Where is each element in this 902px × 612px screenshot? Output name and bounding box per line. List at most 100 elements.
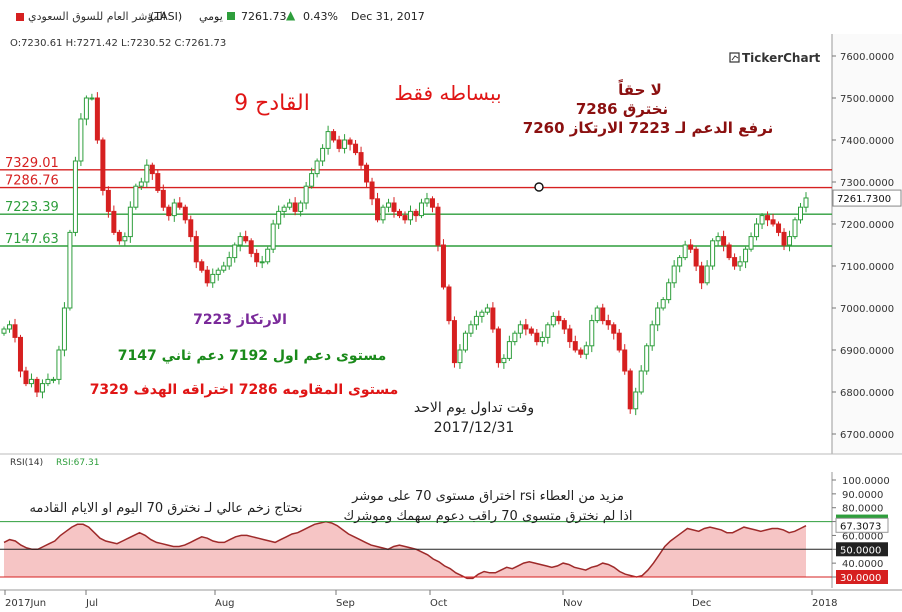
candle-body (655, 307, 661, 326)
candle-body (787, 236, 793, 246)
candle-body (67, 231, 73, 309)
rsi-current-label: 67.3073 (840, 521, 881, 532)
candle-body (303, 185, 309, 204)
candle-body (468, 324, 474, 334)
price-color-swatch (227, 12, 235, 20)
candle-body (28, 378, 34, 385)
ticker-chart-logo: TickerChart (729, 51, 820, 65)
candle-body (336, 139, 342, 149)
rsi-annotation-watch: اذا لم نخترق متسوى 70 راقب دعوم سهمك ومو… (343, 509, 632, 524)
line-handle[interactable] (534, 182, 544, 192)
candle-body (473, 315, 479, 326)
candle-body (710, 240, 716, 267)
candle-body (83, 97, 89, 120)
candle-body (364, 164, 370, 183)
candle-body (638, 370, 644, 393)
candle-body (12, 324, 18, 338)
candle-body (462, 332, 468, 351)
candle-body (721, 236, 727, 246)
candle-body (732, 257, 738, 267)
candle-body (353, 143, 359, 154)
level-label: 7223.39 (5, 200, 59, 215)
price-tick-label: 7300.0000 (840, 178, 894, 189)
candle-body (116, 231, 122, 242)
candle-body (199, 261, 205, 271)
last-price-tag (832, 189, 902, 207)
price-tick-label: 7500.0000 (840, 94, 894, 105)
annotation-resistance: مستوى المقاومه 7286 اختراقه الهدف 7329 (90, 382, 399, 398)
candle-body (704, 265, 710, 284)
candle-body (314, 160, 320, 175)
candle-body (512, 332, 518, 343)
candle-body (671, 265, 677, 284)
candle-body (320, 147, 326, 162)
candle-body (693, 248, 699, 267)
candle-body (688, 244, 694, 250)
annotation-later-2: نخترق 7286 (576, 100, 668, 118)
period-label: يومي (199, 10, 223, 23)
symbol-name: المؤشر العام للسوق السعودي (28, 10, 166, 23)
candle-body (770, 219, 776, 225)
annotation-simply: ببساطه فقط (394, 81, 501, 105)
price-axis-ticks: 7600.0000 7500.0000 7400.0000 7300.0000 7200… (832, 52, 902, 441)
candle-body (583, 345, 589, 355)
level-label: 7329.01 (5, 156, 59, 171)
candle-body (759, 215, 765, 225)
candle-body (204, 269, 210, 284)
annotation-trade-date: 2017/12/31 (434, 420, 515, 436)
price-tick-label: 7600.0000 (840, 52, 894, 63)
horizontal-lines[interactable]: 7329.01 7286.76 7223.39 7147.63 (0, 156, 832, 247)
candle-body (105, 189, 111, 212)
time-axis: 2017Jun Jul Aug Sep Oct Nov Dec 2018 (4, 590, 837, 609)
candle-body (435, 206, 441, 246)
candle-body (210, 273, 216, 284)
rsi-level-tag (836, 542, 888, 557)
candle-body (523, 324, 529, 330)
candle-body (331, 131, 337, 141)
candle-body (677, 257, 683, 267)
candle-body (50, 378, 56, 381)
candle-body (627, 370, 633, 410)
candle-body (715, 236, 721, 242)
candle-body (111, 210, 117, 233)
candle-body (490, 307, 496, 330)
candle-body (451, 320, 457, 364)
candle-body (1, 328, 7, 334)
candle-body (484, 307, 490, 313)
candle-body (578, 349, 584, 355)
candle-body (391, 202, 397, 212)
annotation-pivot: الارتكاز 7223 (193, 312, 287, 328)
candle-body (309, 173, 315, 187)
candle-body (45, 378, 51, 385)
last-price-tag-label: 7261.7300 (837, 194, 891, 205)
candle-body (765, 215, 771, 221)
candle-body (567, 328, 573, 343)
rsi-tick-label: 90.0000 (842, 490, 883, 501)
candle-body (539, 336, 545, 343)
candle-body (61, 307, 67, 351)
x-tick-label: Aug (215, 598, 235, 609)
candle-body (682, 244, 688, 259)
candle-body (594, 307, 600, 322)
level-label: 7147.63 (5, 232, 59, 247)
candle-body (517, 324, 523, 334)
candle-body (232, 244, 238, 259)
candle-body (726, 244, 732, 259)
candle-body (754, 223, 760, 238)
x-tick-label: Oct (430, 598, 447, 609)
candle-body (375, 198, 381, 221)
x-tick-label: Nov (563, 598, 583, 609)
candle-body (298, 202, 304, 212)
candle-body (188, 219, 194, 238)
candle-body (699, 265, 705, 284)
candle-body (413, 210, 419, 217)
candle-body (418, 202, 424, 217)
change-percent: 0.43% (303, 10, 338, 23)
candle-body (424, 198, 430, 204)
candle-body (534, 332, 540, 343)
candle-body (501, 357, 507, 364)
candle-body (792, 219, 798, 238)
price-tick-label: 6800.0000 (840, 388, 894, 399)
candle-body (259, 261, 265, 264)
